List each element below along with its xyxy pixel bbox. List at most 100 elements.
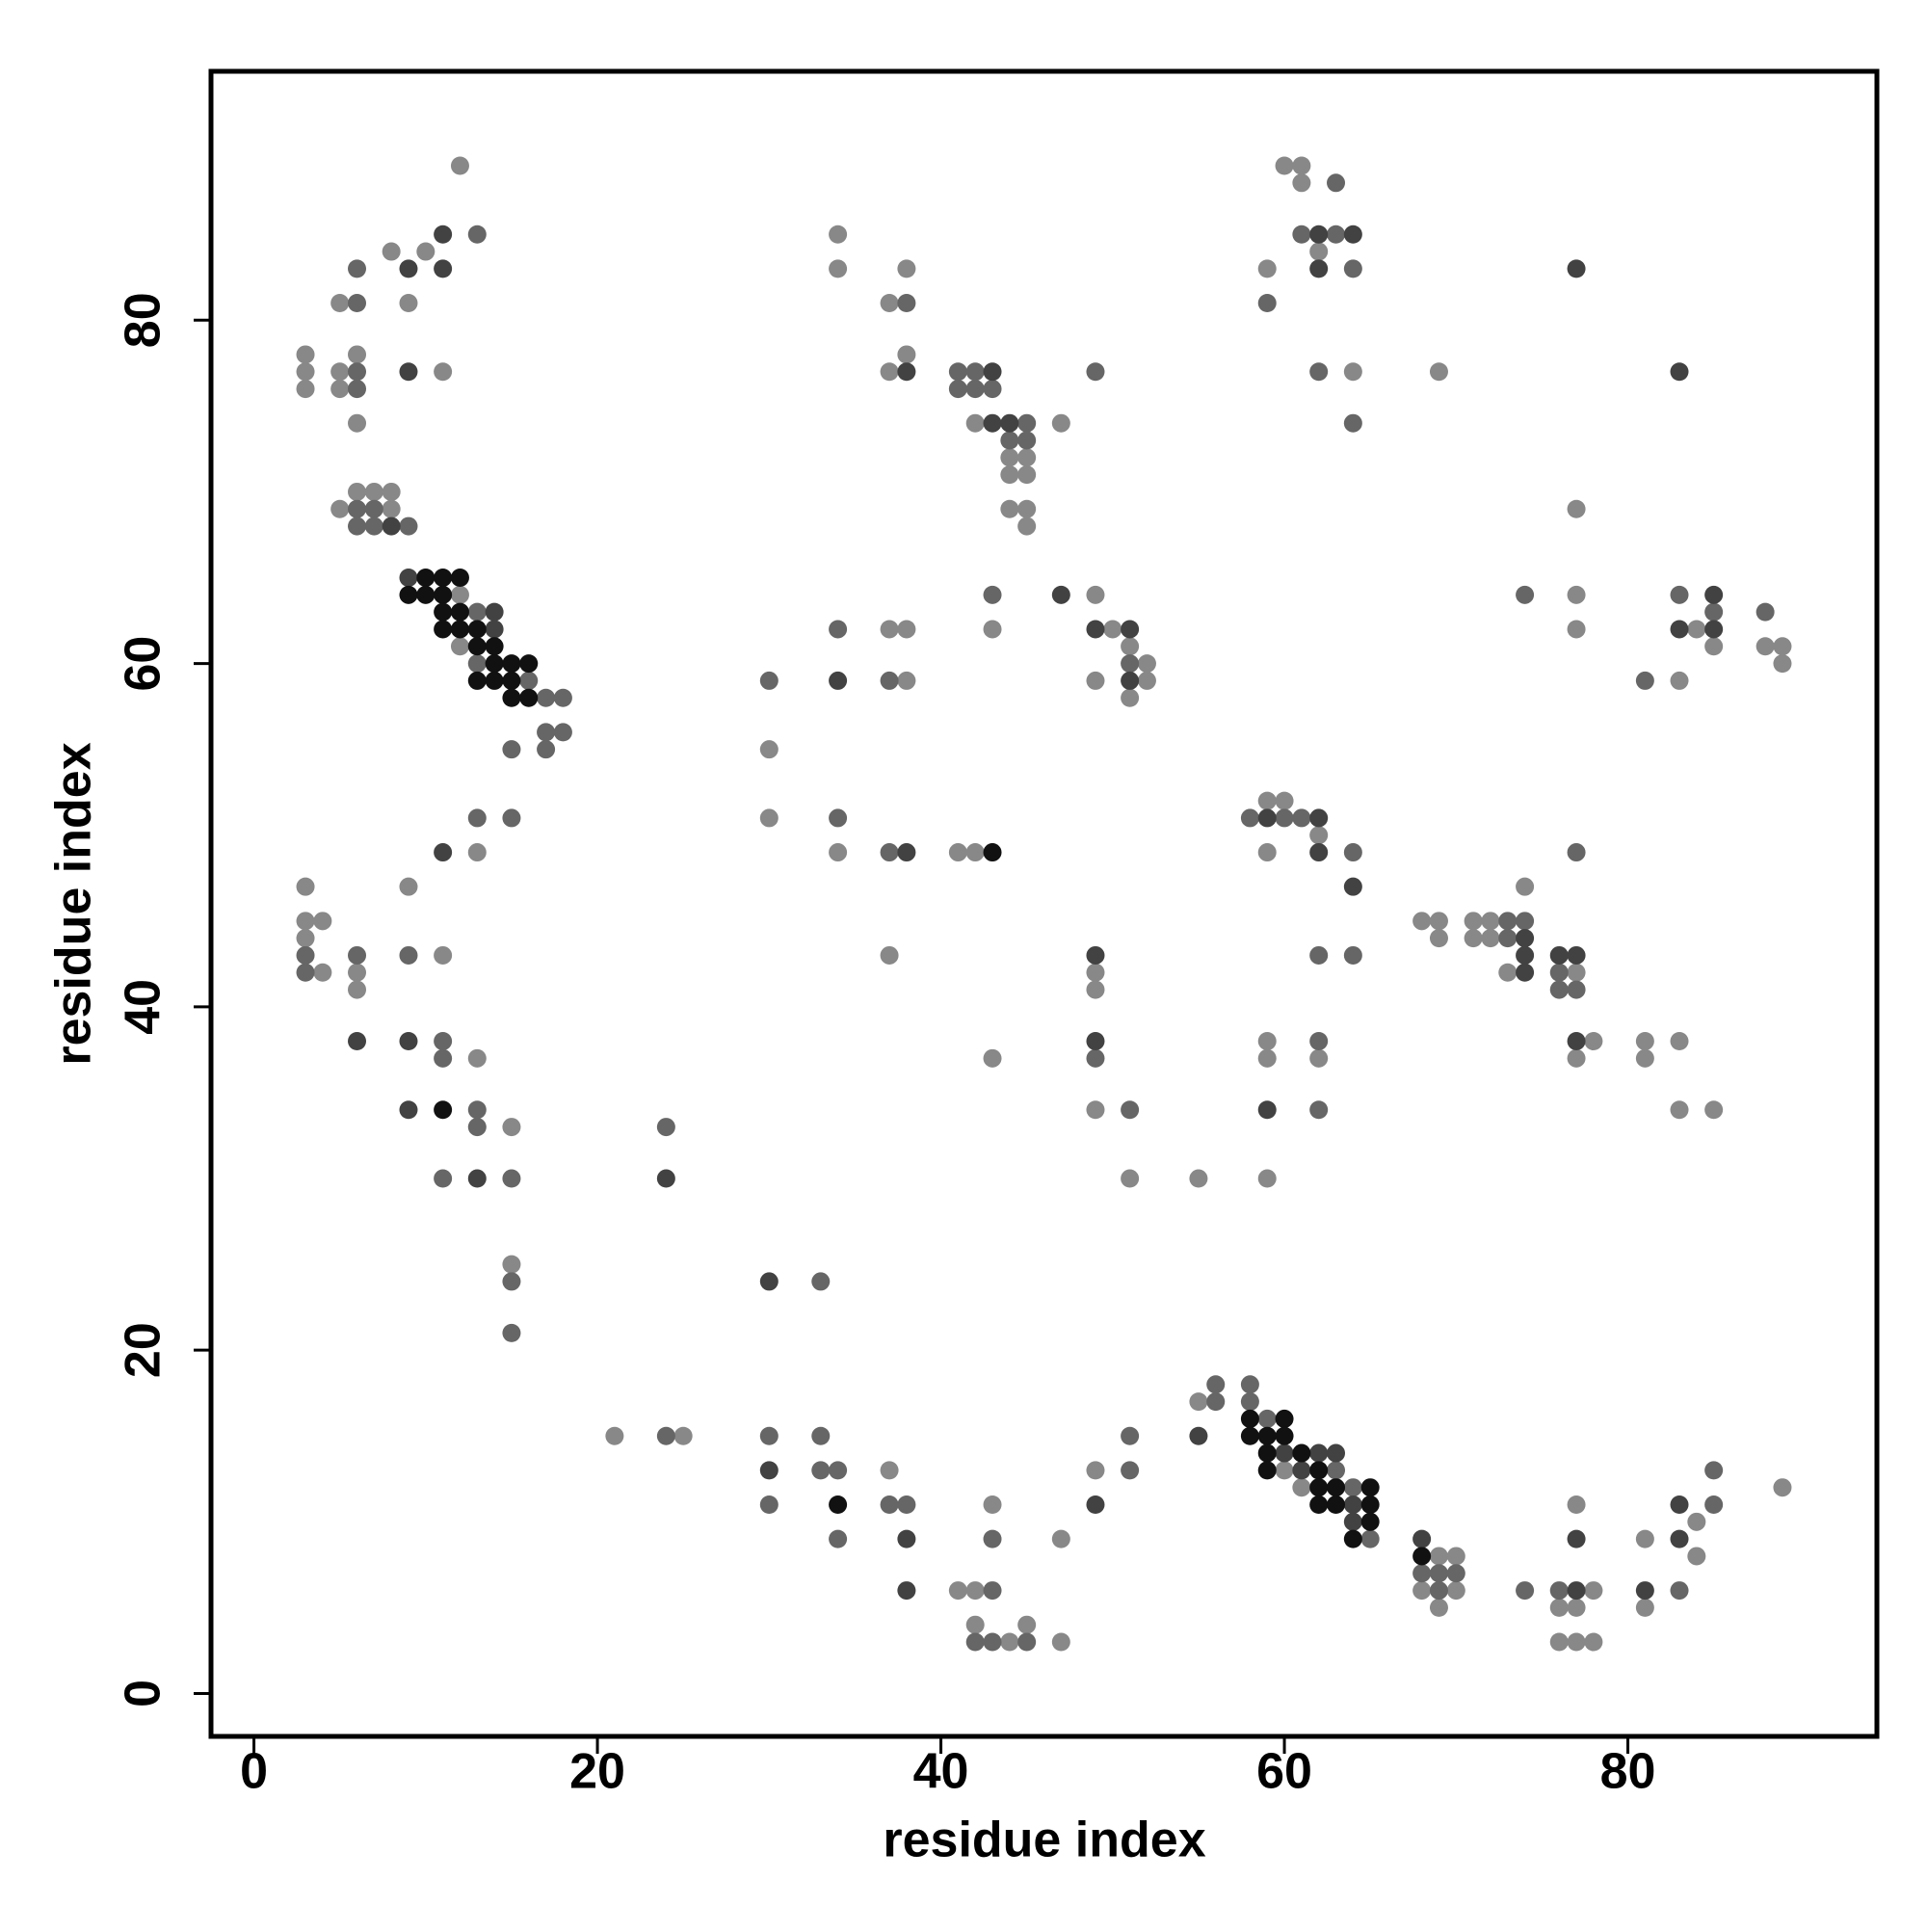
point (348, 482, 367, 501)
point (1292, 173, 1311, 193)
point (829, 1495, 848, 1515)
point (1309, 1032, 1329, 1051)
point (811, 1272, 831, 1291)
x-axis-title: residue index (883, 1813, 1205, 1868)
point (1309, 843, 1329, 862)
point (983, 413, 1002, 433)
point (1567, 963, 1586, 982)
point (1567, 1598, 1586, 1617)
point (434, 620, 453, 639)
point (434, 843, 453, 862)
point (1086, 620, 1105, 639)
point (965, 843, 985, 862)
point (553, 688, 572, 707)
point (1567, 1048, 1586, 1068)
point (450, 620, 469, 639)
point (1137, 654, 1156, 674)
point (348, 945, 367, 965)
point (1549, 980, 1569, 999)
point (434, 602, 453, 622)
point (1189, 1392, 1208, 1412)
point (348, 516, 367, 536)
point (829, 671, 848, 690)
point (1137, 671, 1156, 690)
point (759, 740, 779, 759)
point (1257, 1100, 1277, 1120)
point (485, 620, 504, 639)
point (1343, 225, 1362, 244)
y-axis-title: residue index (46, 742, 102, 1065)
point (1429, 362, 1448, 382)
point (502, 740, 521, 759)
point (382, 516, 401, 536)
point (1086, 362, 1105, 382)
point (1343, 1512, 1362, 1531)
point (1567, 585, 1586, 604)
point (330, 380, 350, 399)
point (1704, 620, 1724, 639)
point (1017, 516, 1037, 536)
point (1567, 1581, 1586, 1601)
point (502, 688, 521, 707)
point (296, 362, 315, 382)
point (759, 1272, 779, 1291)
point (1584, 1632, 1603, 1652)
point (364, 499, 383, 518)
point (1343, 877, 1362, 896)
point (1257, 1426, 1277, 1445)
point (1206, 1392, 1226, 1412)
point (880, 945, 899, 965)
point (983, 1632, 1002, 1652)
point (1121, 637, 1140, 656)
point (965, 380, 985, 399)
point (759, 1461, 779, 1480)
point (348, 362, 367, 382)
point (983, 362, 1002, 382)
point (296, 929, 315, 948)
point (1327, 173, 1346, 193)
point (1516, 1581, 1535, 1601)
point (1567, 259, 1586, 278)
point (1755, 602, 1775, 622)
point (759, 1426, 779, 1445)
point (364, 516, 383, 536)
point (1017, 1615, 1037, 1634)
point (1309, 1048, 1329, 1068)
point (1051, 413, 1070, 433)
point (1343, 945, 1362, 965)
point (759, 1495, 779, 1515)
point (502, 1169, 521, 1188)
point (1257, 791, 1277, 810)
point (1584, 1581, 1603, 1601)
point (897, 293, 916, 312)
point (348, 259, 367, 278)
point (1292, 808, 1311, 828)
point (1429, 929, 1448, 948)
point (399, 1032, 418, 1051)
point (829, 225, 848, 244)
point (1309, 1495, 1329, 1515)
point (1103, 620, 1122, 639)
point (1773, 1478, 1792, 1497)
point (450, 602, 469, 622)
point (1051, 585, 1070, 604)
point (983, 585, 1002, 604)
point (1257, 1461, 1277, 1480)
point (1309, 259, 1329, 278)
point (434, 585, 453, 604)
point (1567, 945, 1586, 965)
point (983, 620, 1002, 639)
point (1687, 620, 1706, 639)
point (1670, 1581, 1689, 1601)
point (1704, 585, 1724, 604)
point (1275, 808, 1294, 828)
point (434, 362, 453, 382)
point (897, 620, 916, 639)
point (1670, 620, 1689, 639)
point (1121, 1169, 1140, 1188)
point (1412, 1564, 1432, 1583)
point (416, 242, 436, 261)
point (519, 688, 539, 707)
point (829, 808, 848, 828)
